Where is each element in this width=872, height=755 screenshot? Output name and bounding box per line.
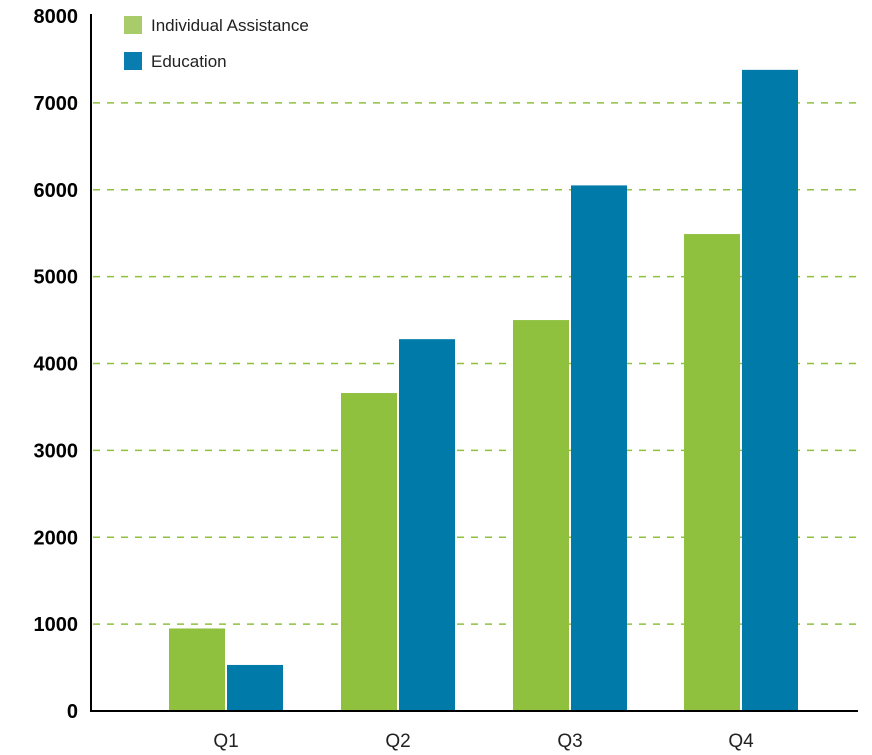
y-tick-label: 5000 [34,267,79,289]
legend-swatch-individual-assistance [124,16,142,34]
x-tick-label: Q2 [385,731,410,752]
legend-swatch-education [124,52,142,70]
x-tick-label: Q4 [728,731,754,752]
bar-individual-assistance-q2 [341,393,397,711]
bar-individual-assistance-q4 [684,234,740,711]
y-tick-label: 2000 [34,527,79,549]
legend-label: Individual Assistance [151,16,309,35]
bars-layer [169,69,798,712]
legend-label: Education [151,52,227,71]
bar-individual-assistance-q3 [513,320,569,711]
bar-individual-assistance-q1 [169,628,225,711]
y-tick-label: 6000 [34,180,79,202]
x-tick-label: Q1 [213,731,238,752]
grid-layer [93,102,858,625]
axes-layer [90,14,858,712]
bar-education-q3 [571,185,627,711]
y-tick-labels: 0 1000 2000 3000 4000 5000 6000 7000 8000 [34,6,79,723]
bar-education-q4 [742,69,798,712]
bar-education-q2 [399,339,455,711]
y-tick-label: 0 [67,701,78,723]
y-tick-label: 1000 [34,614,79,636]
y-tick-label: 3000 [34,440,79,462]
bar-education-q1 [227,664,283,711]
x-tick-label: Q3 [557,731,582,752]
y-tick-label: 4000 [34,354,79,376]
y-tick-label: 8000 [34,6,79,28]
x-tick-labels: Q1 Q2 Q3 Q4 [213,731,754,752]
y-tick-label: 7000 [34,93,79,115]
legend: Individual Assistance Education [124,16,309,71]
